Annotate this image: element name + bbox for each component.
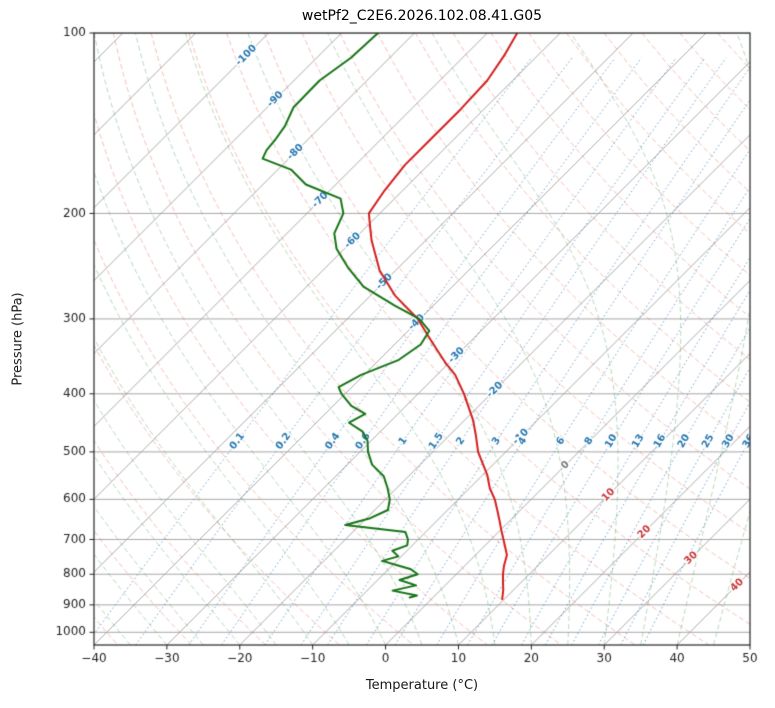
y-axis-label: Pressure (hPa): [10, 292, 26, 386]
chart-title: wetPf2_C2E6.2026.102.08.41.G05: [301, 8, 543, 24]
x-axis-label: Temperature (°C): [365, 678, 479, 693]
